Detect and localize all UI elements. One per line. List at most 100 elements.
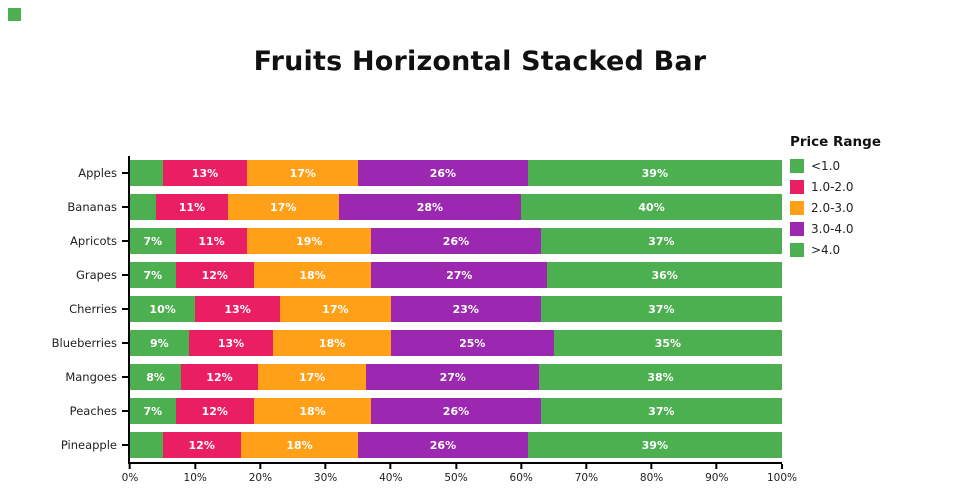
x-axis-tick-mark: [650, 464, 653, 469]
y-axis-label: Peaches: [69, 404, 117, 418]
bar-segment: 39%: [527, 160, 782, 186]
segment-label: 39%: [641, 166, 668, 180]
x-axis-tick-mark: [128, 464, 131, 469]
segment-label: 37%: [648, 404, 675, 418]
stacked-bar: 7% 11% 19% 26% 37%: [130, 228, 782, 254]
legend-item-label: 3.0-4.0: [811, 222, 854, 236]
x-axis-tick-label: 70%: [574, 472, 599, 484]
segment-label: 8%: [146, 370, 165, 384]
bar-segment: 37%: [540, 398, 782, 424]
stacked-bar: 8% 12% 17% 27% 38%: [130, 364, 782, 390]
segment-label: 7%: [143, 404, 163, 418]
segment-label: 26%: [429, 438, 457, 452]
segment-label: 37%: [648, 234, 675, 248]
x-axis-tick-label: 60%: [509, 472, 533, 484]
legend-color-swatch: [790, 201, 804, 215]
bar-segment: 38%: [539, 364, 782, 390]
segment-label: 12%: [206, 370, 233, 384]
plot-area: 13% 17% 26% 39% 11% 17% 28% 40% 7% 11% 19% 26% 37% 7%…: [128, 156, 782, 464]
segment-label: 38%: [647, 370, 674, 384]
y-axis-label: Apples: [78, 166, 117, 180]
segment-label: 17%: [289, 166, 316, 180]
bar-segment: 7%: [130, 228, 176, 254]
segment-label: 13%: [224, 302, 251, 316]
bar-segment: 7%: [130, 262, 176, 288]
segment-label: 35%: [654, 336, 682, 350]
y-axis-tick-mark: [122, 342, 128, 344]
bar-row: 7% 12% 18% 27% 36%: [130, 258, 782, 292]
segment-label: 26%: [429, 166, 457, 180]
bar-segment: 17%: [247, 160, 359, 186]
bar-segment: 17%: [257, 364, 367, 390]
bar-row: 8% 12% 17% 27% 38%: [130, 360, 782, 394]
y-axis-label-row: Mangoes: [0, 360, 128, 394]
bar-segment: 13%: [188, 330, 274, 356]
bar-segment: 18%: [240, 432, 359, 458]
y-axis-tick-mark: [122, 172, 128, 174]
segment-label: 11%: [198, 234, 225, 248]
segment-label: 10%: [149, 302, 176, 316]
bar-segment: 12%: [175, 262, 254, 288]
bar-segment: 27%: [371, 262, 548, 288]
x-axis-tick-mark: [324, 464, 327, 469]
x-axis-tick-label: 10%: [183, 472, 207, 484]
x-axis-tick-label: 100%: [766, 472, 798, 484]
x-axis-tick-label: 90%: [705, 472, 729, 484]
y-axis-label-row: Cherries: [0, 292, 128, 326]
bar-segment: 9%: [130, 330, 189, 356]
stacked-bar: 13% 17% 26% 39%: [130, 160, 782, 186]
x-axis-tick: 40%: [379, 464, 402, 484]
segment-label: 40%: [638, 200, 665, 214]
bar-segment: 18%: [253, 398, 372, 424]
segment-label: 39%: [641, 438, 668, 452]
segment-label: 25%: [459, 336, 486, 350]
y-axis-label: Pineapple: [60, 438, 117, 452]
x-axis-tick-mark: [389, 464, 392, 469]
y-axis-label-row: Apples: [0, 156, 128, 190]
x-axis-tick-mark: [259, 464, 262, 469]
legend-item-label: >4.0: [811, 243, 841, 257]
segment-label: 37%: [648, 302, 675, 316]
x-axis-tick: 30%: [314, 464, 337, 484]
bar-segment: 8%: [130, 364, 182, 390]
bar-row: 7% 12% 18% 26% 37%: [130, 394, 782, 428]
bar-segment: 26%: [358, 432, 528, 458]
stacked-bar: 10% 13% 17% 23% 37%: [130, 296, 782, 322]
x-axis-tick: 80%: [640, 464, 663, 484]
x-axis-tick: 90%: [705, 464, 728, 484]
legend-item: 3.0-4.0: [790, 222, 881, 236]
segment-label: 12%: [188, 438, 215, 452]
y-axis-label: Mangoes: [65, 370, 117, 384]
bar-segment: 18%: [253, 262, 372, 288]
y-axis-label: Grapes: [75, 268, 117, 282]
segment-label: 12%: [201, 268, 228, 282]
y-axis-tick-mark: [122, 410, 128, 412]
x-axis-tick: 10%: [184, 464, 207, 484]
segment-label: 13%: [217, 336, 245, 350]
bar-segment: 26%: [371, 398, 541, 424]
bar-segment: 25%: [390, 330, 554, 356]
bar-segment: 26%: [371, 228, 541, 254]
segment-label: 19%: [296, 234, 323, 248]
y-axis-label-row: Peaches: [0, 394, 128, 428]
bar-segment: 17%: [227, 194, 339, 220]
x-axis-tick-mark: [194, 464, 197, 469]
bar-segment: 37%: [540, 296, 782, 322]
legend-item: 2.0-3.0: [790, 201, 881, 215]
legend-item-label: 1.0-2.0: [811, 180, 854, 194]
x-axis-tick-label: 20%: [248, 472, 273, 484]
segment-label: 36%: [651, 268, 678, 282]
segment-label: 27%: [439, 370, 466, 384]
y-axis-tick-mark: [122, 206, 128, 208]
x-axis-tick: 60%: [510, 464, 533, 484]
x-axis: 0% 10% 20% 30% 40% 50% 60% 70% 80% 90% 100%: [122, 464, 797, 492]
segment-label: 17%: [270, 200, 297, 214]
legend-item: >4.0: [790, 243, 881, 257]
y-axis-label: Cherries: [69, 302, 117, 316]
bar-segment: 26%: [358, 160, 528, 186]
bar-segment: 19%: [247, 228, 372, 254]
y-axis-labels: Apples Bananas Apricots Grapes Cherries Blueb…: [0, 156, 128, 464]
segment-label: 12%: [201, 404, 228, 418]
bar-segment: 11%: [175, 228, 248, 254]
segment-label: 17%: [322, 302, 349, 316]
